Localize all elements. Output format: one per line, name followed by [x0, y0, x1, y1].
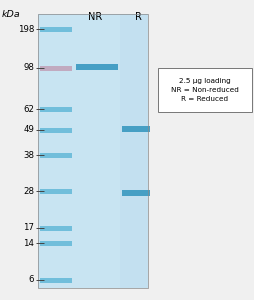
Bar — [40, 278, 72, 283]
Bar — [40, 65, 72, 70]
Bar — [40, 241, 72, 245]
Text: 6: 6 — [28, 275, 34, 284]
Text: 98: 98 — [23, 64, 34, 73]
Text: 2.5 μg loading
NR = Non-reduced
R = Reduced: 2.5 μg loading NR = Non-reduced R = Redu… — [170, 78, 238, 102]
Text: 17: 17 — [23, 224, 34, 232]
Bar — [121, 126, 149, 132]
Bar — [40, 26, 72, 32]
Bar — [121, 190, 149, 196]
Bar — [38, 14, 147, 288]
Text: 62: 62 — [23, 104, 34, 113]
Text: kDa: kDa — [2, 10, 21, 19]
Bar — [40, 188, 72, 194]
Bar — [40, 152, 72, 158]
Bar — [157, 68, 251, 112]
Text: 49: 49 — [23, 125, 34, 134]
Text: R: R — [134, 12, 141, 22]
Bar — [38, 14, 147, 288]
Bar — [40, 128, 72, 133]
Bar — [120, 14, 147, 288]
Text: 28: 28 — [23, 187, 34, 196]
Bar — [40, 106, 72, 112]
Text: 14: 14 — [23, 238, 34, 247]
Bar — [76, 64, 118, 70]
Text: NR: NR — [88, 12, 102, 22]
Text: 198: 198 — [18, 25, 34, 34]
Text: 38: 38 — [23, 151, 34, 160]
Bar — [40, 226, 72, 230]
